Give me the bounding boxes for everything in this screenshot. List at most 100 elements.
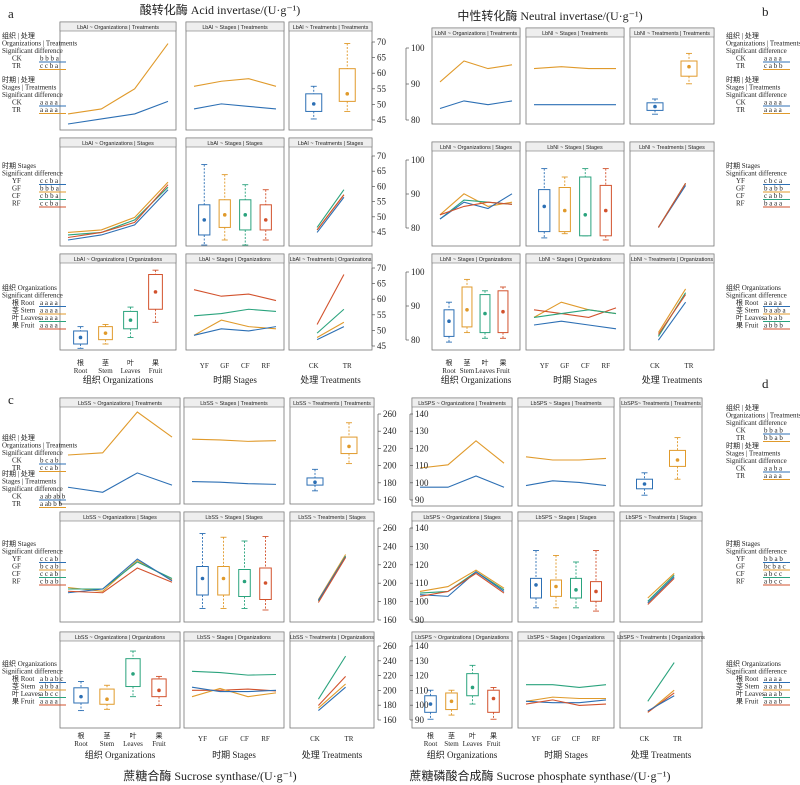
x-tick-treatment: TR: [343, 362, 352, 370]
legend-row-letters: c b a b: [40, 578, 59, 586]
series-line-orange: [191, 438, 277, 442]
x-tick-stage: CF: [572, 735, 581, 743]
box-mean-point: [470, 685, 475, 690]
subplot-frame: [289, 631, 375, 729]
legend-row-label: CK: [736, 55, 746, 63]
x-group-label-treatments: 处理 Treatments: [642, 374, 703, 385]
subplot-strip: [411, 511, 513, 522]
legend-title: Significant difference: [2, 449, 63, 457]
series-line-red: [317, 557, 347, 603]
x-tick-organ-en: Leaves: [123, 740, 143, 748]
series-line-green: [193, 308, 277, 317]
legend-title: Significant difference: [2, 548, 63, 556]
subplot-a-treat_treat: LbAI ~ Treatments | Treatments: [288, 21, 373, 131]
box-mean-point: [242, 579, 247, 584]
subplot-a-stage_treat: LbAI ~ Stages | Treatments: [185, 21, 285, 131]
legend-row-label: YF: [736, 177, 745, 185]
legend-row-label: CK: [12, 493, 22, 501]
y-axis-d-2: 90 100 110 120 130 140: [409, 641, 429, 725]
x-tick-organ-en: Root: [424, 740, 438, 748]
subplot-strip: [629, 27, 715, 38]
y-axis-tick-label: 80: [411, 223, 421, 233]
box-mean-point: [542, 204, 547, 209]
subplot-strip-label: LbSPS ~ Treatments | Organizations: [617, 635, 705, 641]
legend-title: Significant difference: [2, 91, 63, 99]
y-axis-tick-label: 240: [383, 656, 397, 666]
legend-title: 组织 Organizations: [726, 659, 781, 668]
box-body: [487, 689, 500, 713]
box-mean-point: [128, 318, 133, 322]
subplot-b-treat_org: LbNI ~ Treatments | Organizations: [629, 253, 715, 351]
box-mean-point: [221, 576, 226, 581]
legend-row-letters: c c b a: [40, 200, 59, 208]
legend-row-label: TR: [736, 434, 745, 442]
subplot-frame: [619, 397, 703, 507]
x-tick-organ-en: Root: [442, 367, 456, 375]
legend-row-letters: a a a a: [764, 55, 783, 63]
legend-title: 组织 | 处理: [726, 403, 759, 412]
y-axis-tick-label: 260: [383, 523, 397, 533]
y-axis-tick-label: 200: [383, 578, 397, 588]
subplot-frame: [629, 253, 715, 351]
subplot-frame: [629, 141, 715, 247]
y-axis-tick-label: 100: [411, 43, 425, 53]
subplot-strip: [619, 397, 703, 408]
x-tick-organ-cn: 根: [427, 731, 434, 740]
y-axis-tick-label: 45: [377, 341, 387, 351]
subplot-strip: [619, 631, 703, 642]
subplot-frame: [525, 27, 625, 125]
x-group-label-stages: 时期 Stages: [212, 749, 256, 760]
subplot-strip-label: LbAI ~ Treatments | Organizations: [290, 257, 372, 263]
series-line-orange: [193, 78, 277, 87]
subplot-frame: [517, 631, 615, 729]
subplot-strip-label: LbNI ~ Organizations | Treatments: [435, 31, 517, 37]
subplot-d-treat_stage: LbSPS ~ Treatments | Stages: [619, 511, 703, 623]
subplot-strip: [517, 397, 615, 408]
box-mean-point: [534, 583, 538, 587]
x-tick-stage: CF: [581, 362, 590, 370]
subplot-frame: [59, 397, 181, 505]
legend-row-label: CF: [736, 570, 745, 578]
y-axis-tick-label: 140: [415, 409, 429, 419]
box-mean-point: [103, 331, 108, 335]
series-line-blue: [316, 196, 345, 233]
series-line-blue: [193, 326, 277, 336]
y-axis-tick-label: 160: [383, 715, 397, 725]
box-mean-point: [574, 588, 578, 592]
y-axis-tick-label: 240: [383, 541, 397, 551]
y-axis-a-2: 45 50 55 60 65 70: [371, 263, 387, 351]
x-tick-stage: YF: [532, 735, 541, 743]
subplot-strip: [59, 21, 177, 32]
legend-row-label: 根 Root: [12, 674, 34, 683]
legend-row-label: TR: [12, 500, 21, 508]
x-tick-organ-cn: 果: [156, 732, 163, 740]
legend-row-letters: a b b a: [40, 683, 59, 691]
legend-row-label: CF: [12, 570, 21, 578]
legend-title: 时期 | 处理: [2, 75, 35, 84]
subplot-strip-label: LbSS ~ Organizations | Stages: [83, 515, 157, 521]
x-tick-treatment: TR: [673, 735, 682, 743]
subplot-frame: [517, 511, 615, 623]
legend-title: 时期 Stages: [2, 539, 36, 548]
y-axis-tick-label: 70: [377, 263, 387, 273]
legend-row-letters: b c a b: [40, 563, 59, 571]
legend-row-letters: a a a a: [40, 322, 59, 330]
legend-row-label: CK: [12, 55, 22, 63]
series-line-orange: [318, 683, 346, 709]
legend-row-letters: a ab b b: [40, 500, 62, 508]
subplot-strip-label: LbNI ~ Stages | Organizations: [539, 257, 611, 263]
subplot-strip: [525, 141, 625, 152]
y-axis-tick-label: 100: [411, 155, 425, 165]
box-body: [217, 566, 230, 596]
subplot-strip: [619, 511, 703, 522]
series-line-red: [316, 194, 345, 231]
subplot-a-stage_stage: LbAI ~ Stages | Stages: [185, 137, 285, 247]
subplot-strip: [183, 631, 285, 642]
legend-row-letters: b a a a: [764, 200, 783, 208]
x-tick-organ-en: Stem: [444, 740, 459, 748]
